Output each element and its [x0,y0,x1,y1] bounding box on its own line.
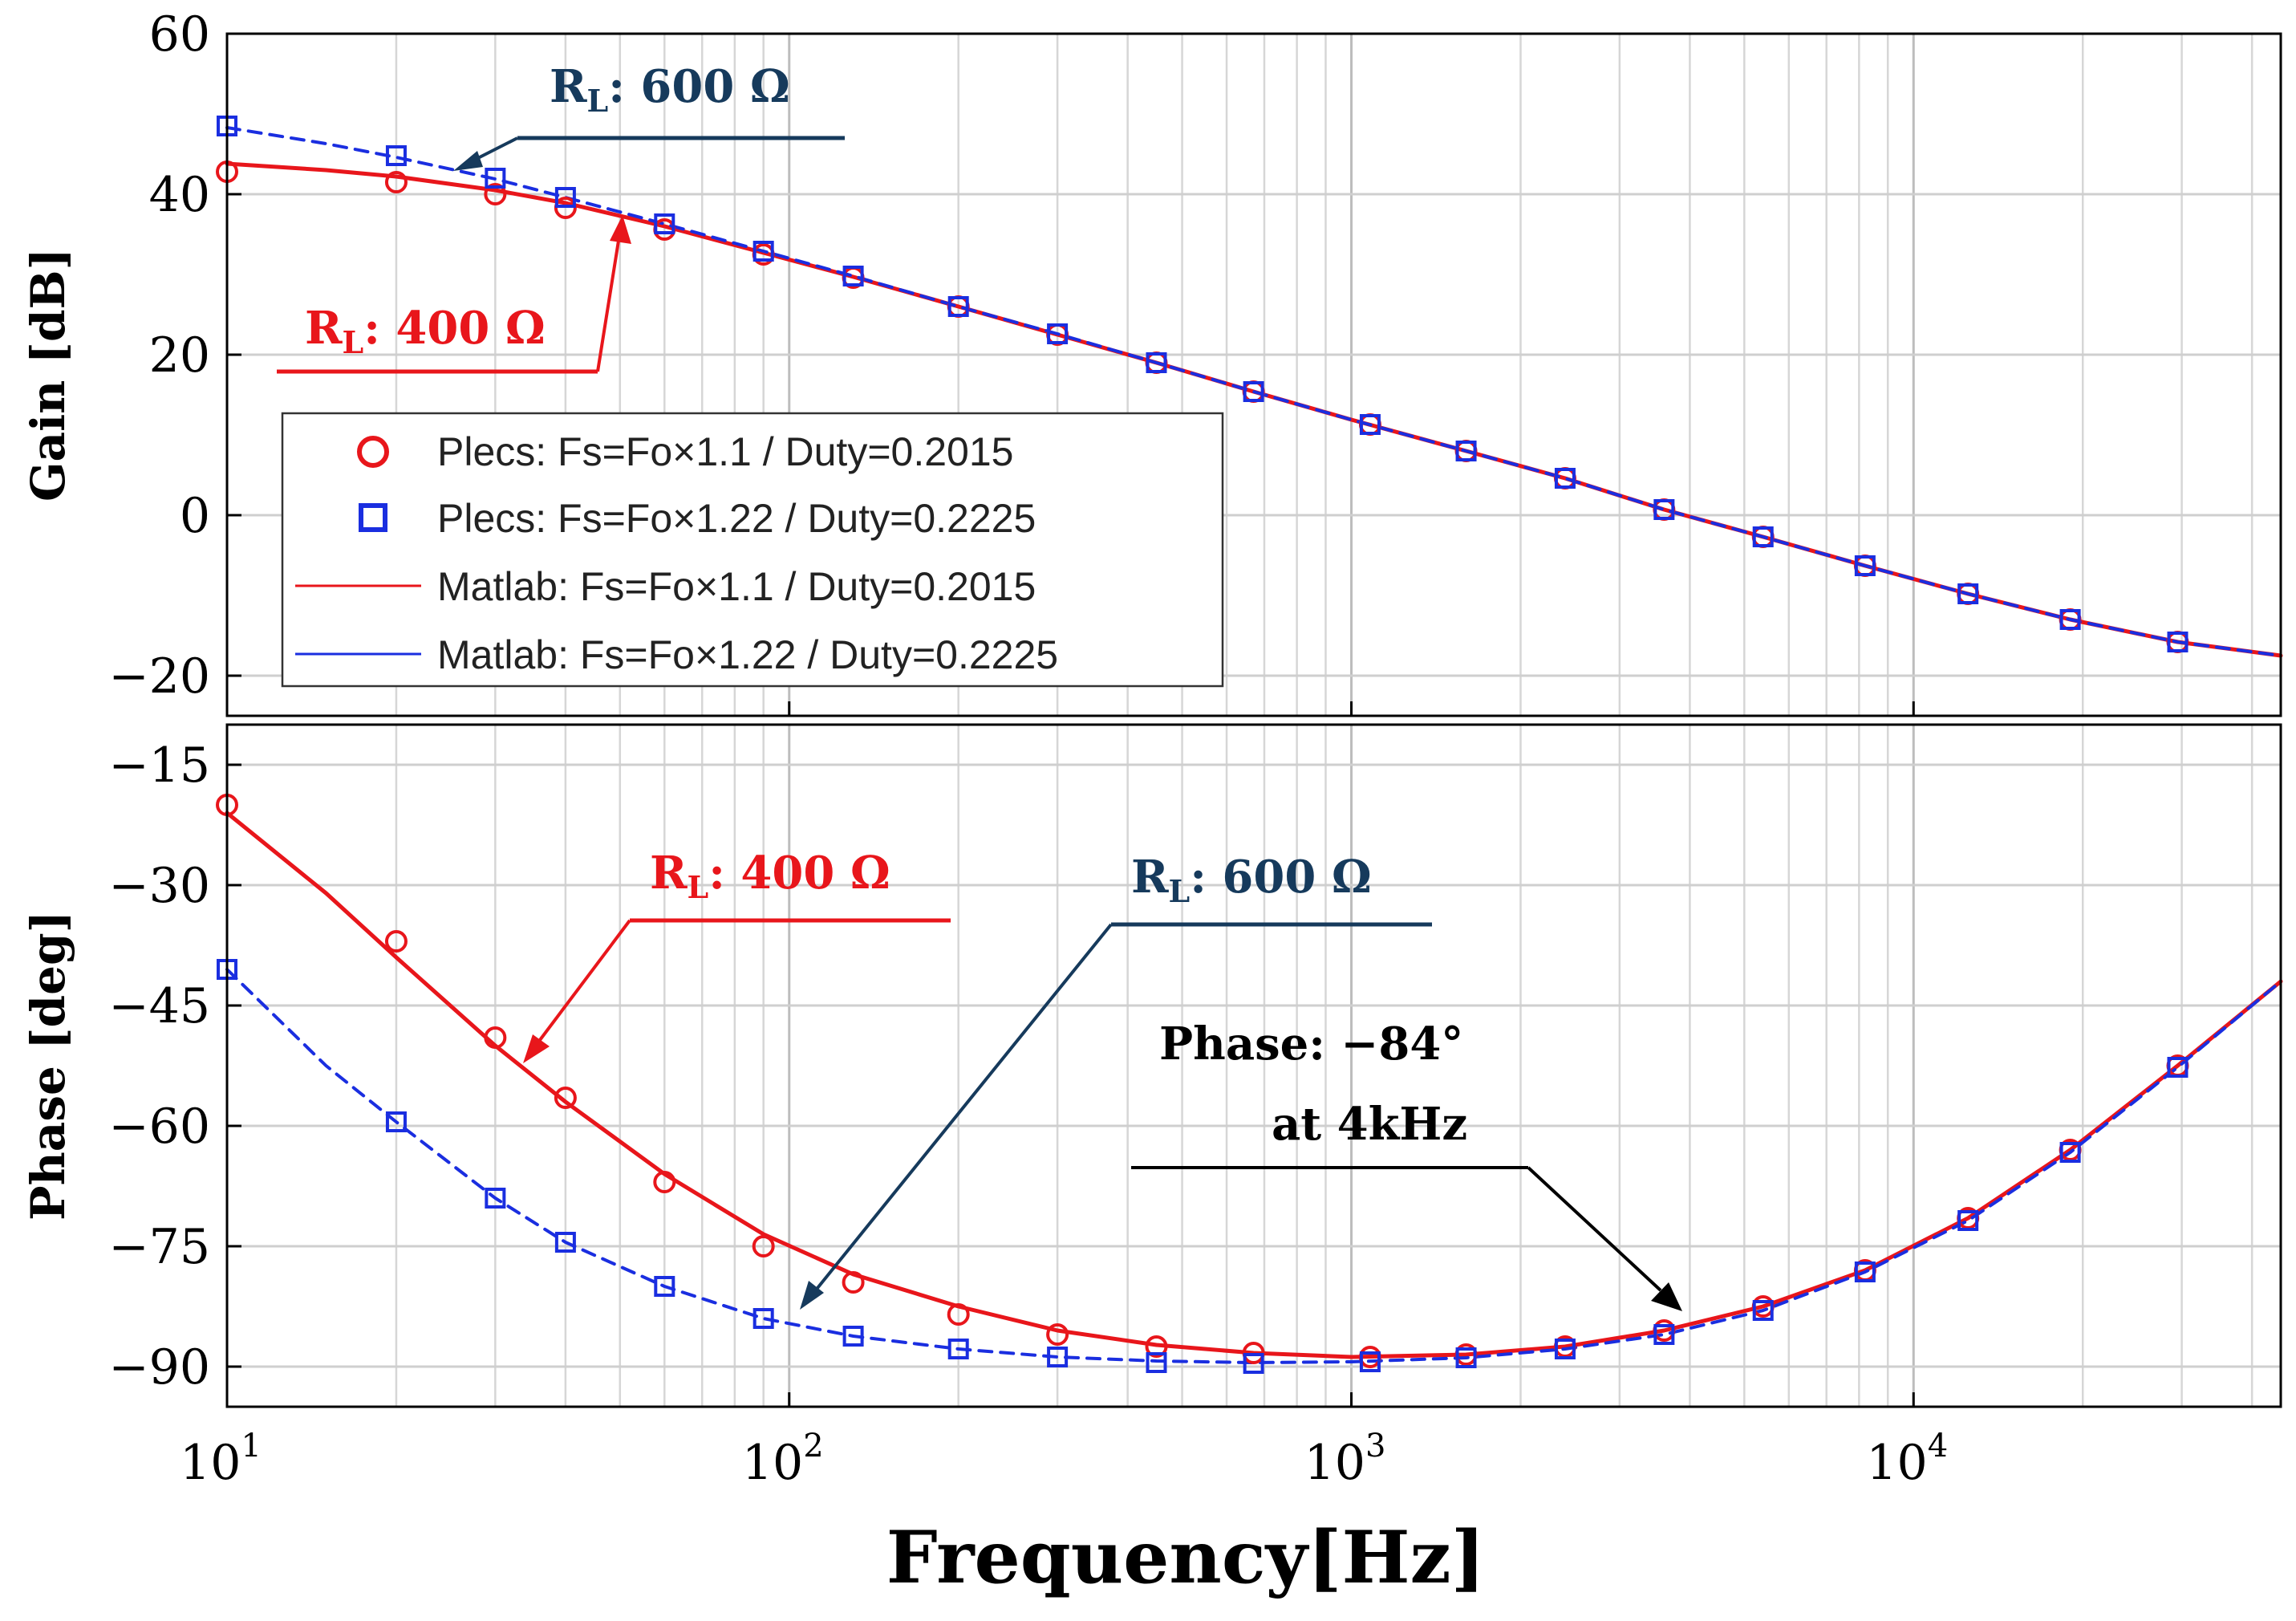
svg-text:RL: 400 Ω: RL: 400 Ω [650,847,890,905]
phase-point-plecs-square [1146,1352,1167,1373]
phase-axes-frame [225,723,2282,1408]
y-tick-label: −15 [108,737,210,794]
phase-point-plecs-circle [384,930,408,953]
y-tick-label: 40 [149,167,210,223]
legend-entry-plecs-2: Plecs: Fs=Fo×1.22 / Duty=0.2225 [437,496,1036,541]
phase-point-plecs-square [947,1339,969,1359]
phase-point-plecs-square [1243,1353,1264,1374]
phase-point-plecs-square [1854,1261,1876,1282]
gain-line-matlab-1-22 [225,126,2282,657]
phase-point-plecs-square [2059,1142,2081,1163]
phase-point-plecs-square [1957,1210,1979,1231]
gain-point-plecs-circle [484,183,507,205]
phase-point-plecs-square [2167,1057,2189,1078]
phase-data-layer [216,794,2283,1374]
y-tick-label: −90 [108,1339,210,1396]
gain-point-plecs-square [554,187,576,208]
gain-point-plecs-square [842,266,864,286]
gain-point-plecs-square [1243,381,1264,402]
gain-point-plecs-square [1653,499,1675,520]
legend-marker-square [359,503,387,532]
phase-point-plecs-circle [484,1026,507,1049]
phase-point-plecs-circle [653,1171,676,1193]
annotation-phase-400: RL: 400 Ω [523,847,951,1063]
y-tick-label: 0 [180,488,210,544]
phase-point-plecs-square [654,1276,675,1297]
legend-marker-circle [357,436,389,468]
gain-point-plecs-square [2167,632,2189,652]
gain-data-layer [216,116,2283,658]
svg-text:at 4kHz: at 4kHz [1272,1098,1467,1151]
gain-point-plecs-square [947,296,969,317]
gain-point-plecs-square [1359,414,1381,435]
phase-point-plecs-square [1359,1351,1381,1372]
x-tick-label: 104 [1866,1428,1948,1491]
legend-entry-matlab-2: Matlab: Fs=Fo×1.22 / Duty=0.2225 [437,632,1058,677]
legend-entry-plecs-1: Plecs: Fs=Fo×1.1 / Duty=0.2015 [437,429,1013,474]
annotation-phase-600: RL: 600 Ω [800,851,1432,1310]
gain-point-plecs-square [385,145,407,166]
y-tick-label: −45 [108,978,210,1034]
phase-point-plecs-circle [1046,1323,1069,1346]
gain-point-plecs-square [1554,468,1576,489]
gain-point-plecs-square [1957,583,1979,604]
phase-line-matlab-1-22 [225,968,2282,1364]
phase-point-plecs-circle [842,1271,865,1294]
gain-point-plecs-square [1146,352,1167,373]
phase-point-plecs-square [1752,1300,1774,1321]
y-tick-label: 20 [149,327,210,384]
svg-text:RL: 600 Ω: RL: 600 Ω [1131,851,1372,909]
gain-ylabel: Gain [dB] [21,248,75,502]
gain-point-plecs-square [1455,441,1477,461]
gain-point-plecs-square [752,241,774,262]
svg-text:RL: 400 Ω: RL: 400 Ω [305,302,546,360]
gain-point-plecs-square [1047,323,1069,344]
x-tick-label: 101 [180,1428,262,1491]
phase-point-plecs-circle [1145,1335,1168,1358]
phase-point-plecs-square [1455,1347,1477,1368]
phase-point-plecs-square [1554,1339,1576,1359]
phase-point-plecs-square [752,1308,774,1329]
annotation-gain-400: RL: 400 Ω [277,215,631,374]
phase-point-plecs-circle [752,1235,775,1257]
annotation-gain-600: RL: 600 Ω [453,60,845,171]
y-tick-label: −60 [108,1099,210,1155]
phase-ylabel: Phase [deg] [21,911,75,1221]
phase-point-plecs-square [1047,1347,1069,1367]
legend: Plecs: Fs=Fo×1.1 / Duty=0.2015 Plecs: Fs… [281,412,1224,688]
phase-line-matlab-1-1 [225,810,2283,1359]
phase-point-plecs-square [1653,1324,1675,1345]
phase-point-plecs-square [385,1111,407,1132]
phase-point-plecs-square [842,1326,864,1347]
gain-point-plecs-square [485,168,506,189]
phase-point-plecs-square [485,1188,506,1209]
gain-point-plecs-square [1854,555,1876,576]
x-axis-label: Frequency[Hz] [886,1515,1485,1600]
y-tick-label: −30 [108,858,210,914]
phase-point-plecs-square [554,1232,576,1253]
y-tick-label: 60 [149,6,210,63]
svg-text:Phase: −84°: Phase: −84° [1159,1018,1463,1071]
gain-point-plecs-square [2059,609,2081,630]
tick-labels: 60 40 20 0 −20 −15 −30 −45 −60 −75 −90 101 102 103 104 [108,6,1948,1491]
gain-point-plecs-square [654,213,675,234]
gain-point-plecs-circle [384,171,408,193]
phase-grid [225,725,2281,1407]
phase-point-plecs-circle [554,1087,577,1109]
gain-axes-frame [225,32,2282,717]
svg-text:RL: 600 Ω: RL: 600 Ω [550,60,790,119]
gain-point-plecs-square [1752,526,1774,547]
y-tick-label: −20 [108,648,210,705]
phase-point-plecs-circle [947,1303,970,1326]
annotation-phase-84: Phase: −84° at 4kHz [1131,1018,1682,1311]
x-tick-label: 102 [742,1428,824,1491]
legend-entry-matlab-1: Matlab: Fs=Fo×1.1 / Duty=0.2015 [437,564,1036,609]
y-tick-label: −75 [108,1219,210,1275]
x-tick-label: 103 [1304,1428,1386,1491]
